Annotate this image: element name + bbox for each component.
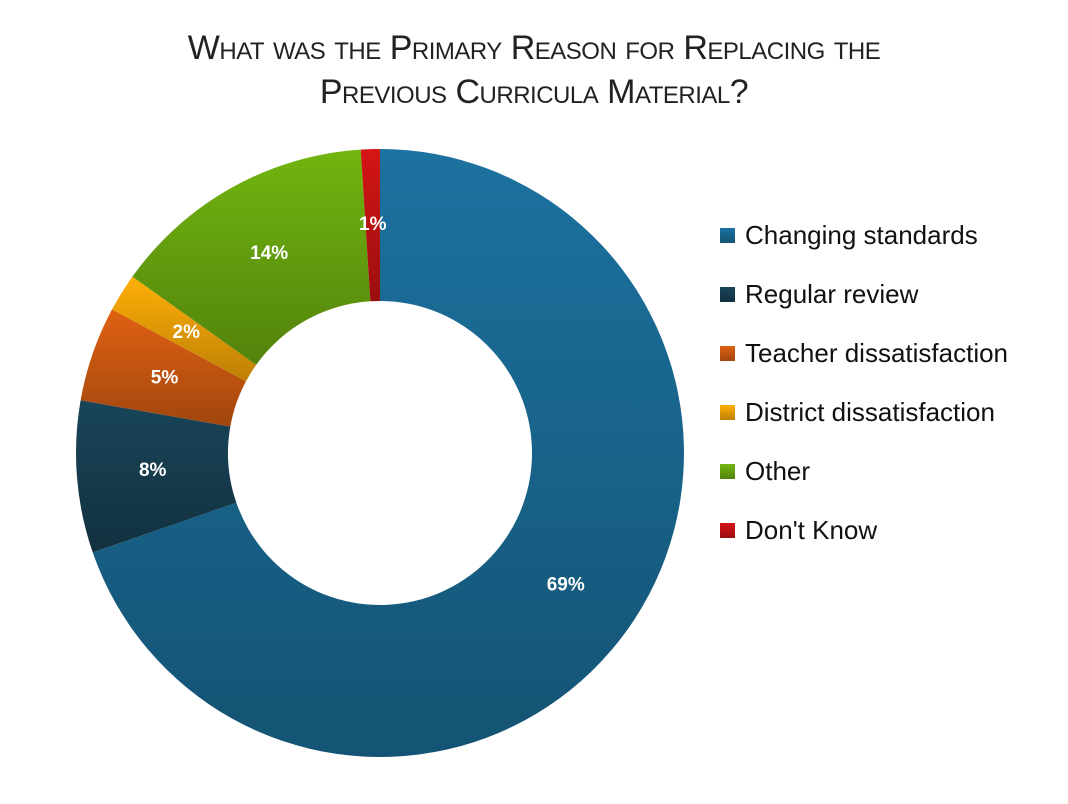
legend-item-district-dissatisfaction: District dissatisfaction <box>720 383 1008 442</box>
legend-label: Changing standards <box>745 220 978 250</box>
legend-item-changing-standards: Changing standards <box>720 206 1008 265</box>
slice-teacher-dissatisfaction <box>80 309 247 427</box>
data-labels-group: 69% 8% 5% 2% 14% 1% <box>139 214 585 595</box>
data-label-teacher-dissatisfaction: 5% <box>151 367 179 388</box>
legend-swatch <box>720 287 735 302</box>
chart-title-line-2: Previous Curricula Material? <box>319 73 749 111</box>
chart-title-line-1: What was the Primary Reason for Replacin… <box>187 29 881 67</box>
legend-swatch <box>720 346 735 361</box>
slice-don-t-know <box>360 149 380 302</box>
legend-item-regular-review: Regular review <box>720 265 1008 324</box>
legend-swatch <box>720 523 735 538</box>
legend-swatch <box>720 405 735 420</box>
data-label-regular-review: 8% <box>139 460 167 481</box>
slices-group <box>76 149 685 757</box>
slice-regular-review <box>76 400 237 553</box>
slice-district-dissatisfaction <box>112 276 257 382</box>
legend-swatch <box>720 464 735 479</box>
legend-label: Other <box>745 456 811 486</box>
legend-label: District dissatisfaction <box>745 397 995 427</box>
legend-label: Don't Know <box>745 515 878 545</box>
data-label-don-t-know: 1% <box>359 214 387 235</box>
data-label-other: 14% <box>250 243 288 264</box>
legend-item-other: Other <box>720 442 1008 501</box>
legend: Changing standards Regular review Teacher … <box>720 206 1008 560</box>
chart-title: What was the Primary Reason for Replacin… <box>84 26 984 114</box>
legend-swatch <box>720 228 735 243</box>
slice-changing-standards <box>92 149 685 757</box>
data-label-changing-standards: 69% <box>547 574 585 595</box>
slice-other <box>132 149 371 365</box>
legend-item-teacher-dissatisfaction: Teacher dissatisfaction <box>720 324 1008 383</box>
legend-item-don-t-know: Don't Know <box>720 501 1008 560</box>
data-label-district-dissatisfaction: 2% <box>173 322 201 343</box>
legend-label: Teacher dissatisfaction <box>745 338 1009 368</box>
legend-label: Regular review <box>745 279 919 309</box>
